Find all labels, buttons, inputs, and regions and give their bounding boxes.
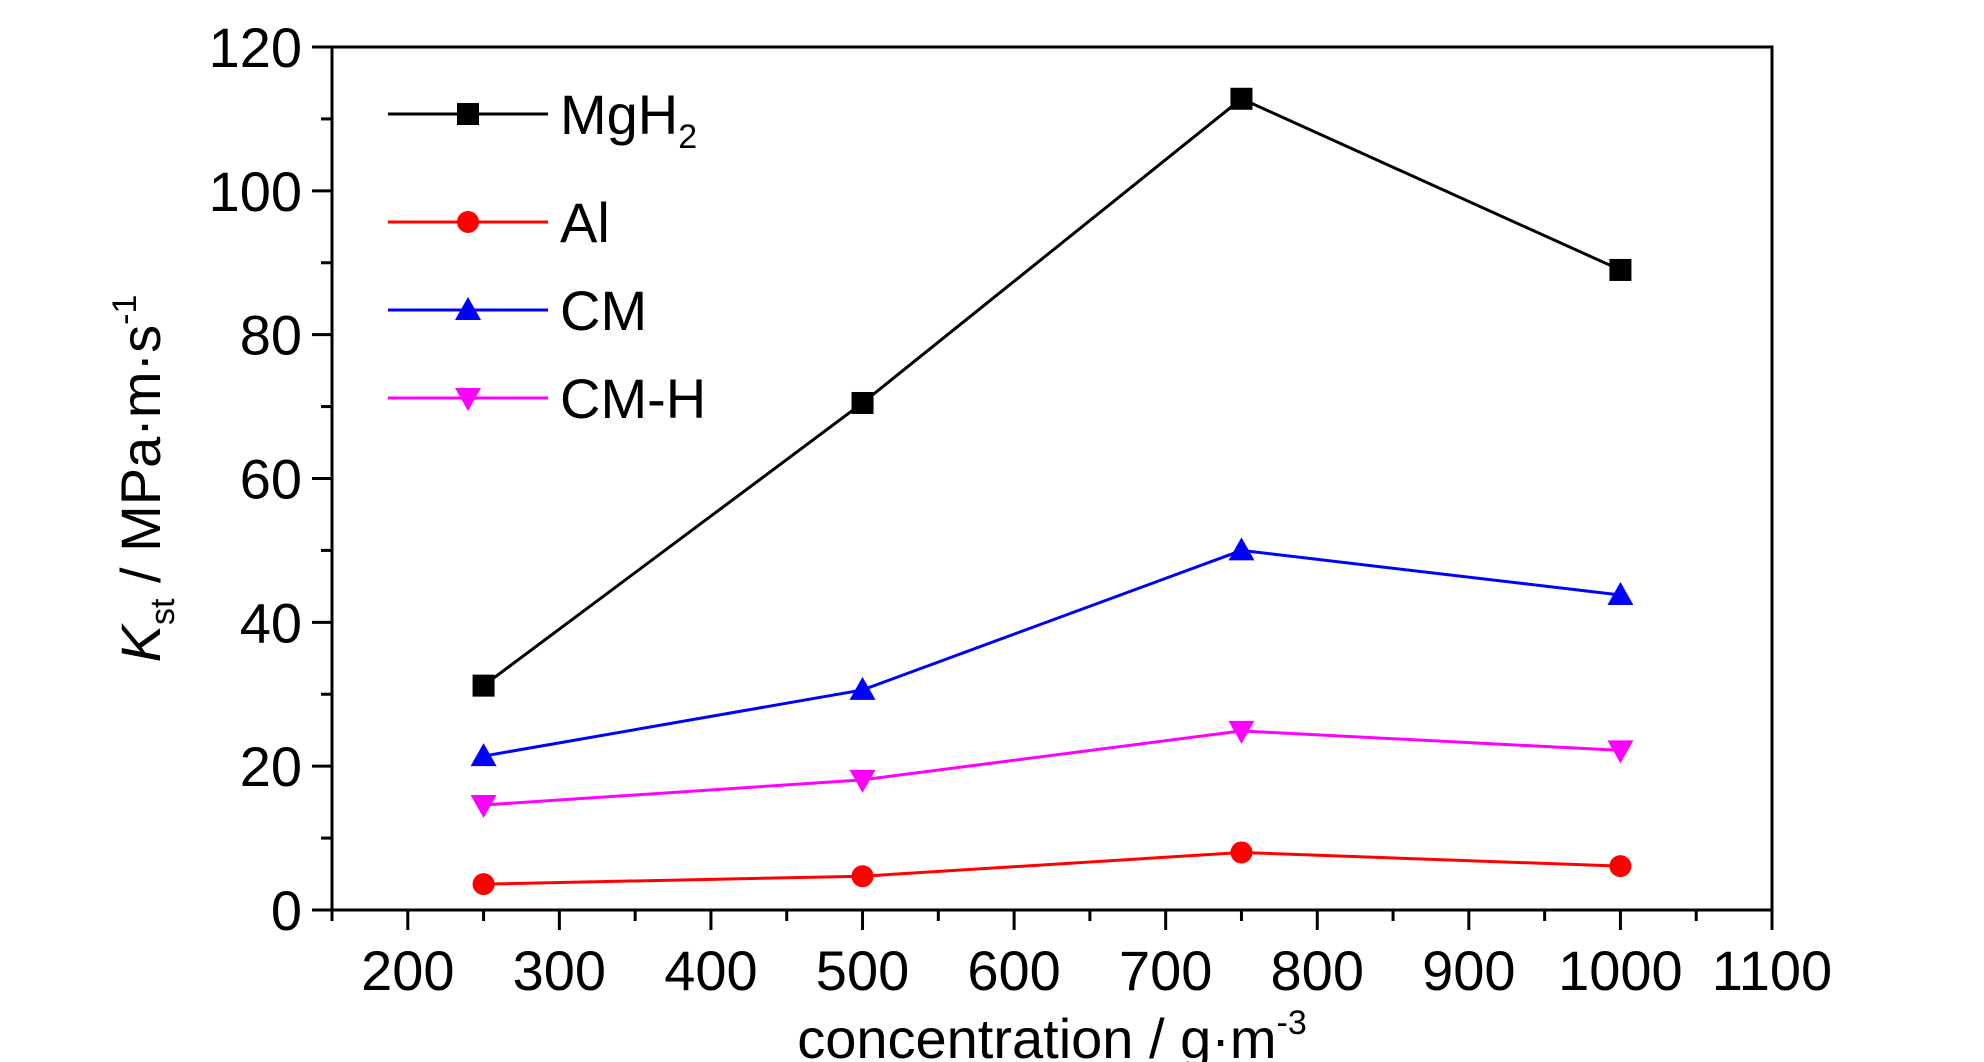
series-1 [472, 87, 1632, 697]
series-3 [470, 537, 1634, 767]
data-point [851, 391, 874, 414]
y-axis-label-k: K [109, 622, 172, 662]
data-point [1228, 537, 1255, 561]
x-tick-label: 900 [1422, 939, 1515, 1002]
legend-label-text: Al [560, 191, 610, 254]
data-point [1230, 87, 1253, 110]
x-tick-label: 600 [967, 939, 1060, 1002]
legend-marker [457, 211, 479, 233]
data-point [470, 795, 497, 819]
legend-label: MgH2 [560, 83, 697, 156]
data-point [851, 865, 874, 888]
y-axis-label-sup: -1 [106, 295, 144, 325]
y-tick-label: 40 [240, 591, 302, 654]
series-line [483, 548, 1621, 758]
legend-marker [457, 103, 479, 125]
y-axis-label: Kst / MPa·m·s-1 [106, 295, 182, 663]
legend-entry: MgH2 [388, 83, 697, 156]
y-tick-label: 0 [271, 879, 302, 942]
x-axis-label: concentration / g·m-3 [797, 1004, 1307, 1062]
data-point [472, 674, 495, 697]
x-tick-label: 500 [816, 939, 909, 1002]
legend-marker [455, 388, 481, 411]
legend-entry: CM-H [388, 367, 706, 430]
y-tick-label: 20 [240, 735, 302, 798]
legend-label-text: CM [560, 279, 647, 342]
x-tick-label: 400 [664, 939, 757, 1002]
legend-entry: Al [388, 191, 610, 254]
legend-label: CM [560, 279, 647, 342]
series-2 [472, 841, 1632, 896]
legend: MgH2 Al CM CM-H [388, 83, 706, 430]
ticks-layer: 200 300 400 500 600 700 800 900 1000 1100 0 20 40 60 8… [209, 16, 1833, 1002]
y-tick-label: 80 [240, 304, 302, 367]
y-tick-label: 120 [209, 16, 302, 79]
data-point [1607, 740, 1634, 764]
legend-label: Al [560, 191, 610, 254]
legend-marker [455, 297, 481, 320]
data-point [1228, 720, 1255, 744]
x-tick-label: 1100 [1712, 939, 1832, 1002]
series-line [482, 97, 1622, 687]
x-tick-label: 200 [361, 939, 454, 1002]
y-tick-label: 60 [240, 448, 302, 511]
series-layer [470, 87, 1634, 896]
series-line [483, 729, 1621, 807]
x-axis-label-text: concentration / g·m [797, 1007, 1276, 1062]
data-point [849, 769, 876, 793]
data-point [1609, 258, 1632, 281]
legend-label-sub: 2 [678, 118, 697, 156]
x-tick-label: 700 [1119, 939, 1212, 1002]
x-tick-label: 300 [513, 939, 606, 1002]
y-axis-label-unit: / MPa·m·s [109, 325, 172, 599]
data-point [1230, 841, 1253, 864]
legend-label: CM-H [560, 367, 706, 430]
data-point [472, 873, 495, 896]
data-point [470, 743, 497, 767]
y-tick-label: 100 [209, 160, 302, 223]
legend-label-text: MgH [560, 83, 678, 146]
plot-frame [330, 45, 1774, 912]
x-tick-label: 1000 [1558, 939, 1683, 1002]
legend-label-text: CM-H [560, 367, 706, 430]
data-point [1609, 855, 1632, 878]
series-line [483, 850, 1621, 886]
series-4 [470, 720, 1634, 819]
x-tick-label: 800 [1271, 939, 1364, 1002]
data-point [849, 676, 876, 700]
data-point [1607, 582, 1634, 606]
x-axis-label-sup: -3 [1277, 1004, 1307, 1042]
legend-entry: CM [388, 279, 647, 342]
y-axis-label-sub: st [144, 598, 182, 625]
